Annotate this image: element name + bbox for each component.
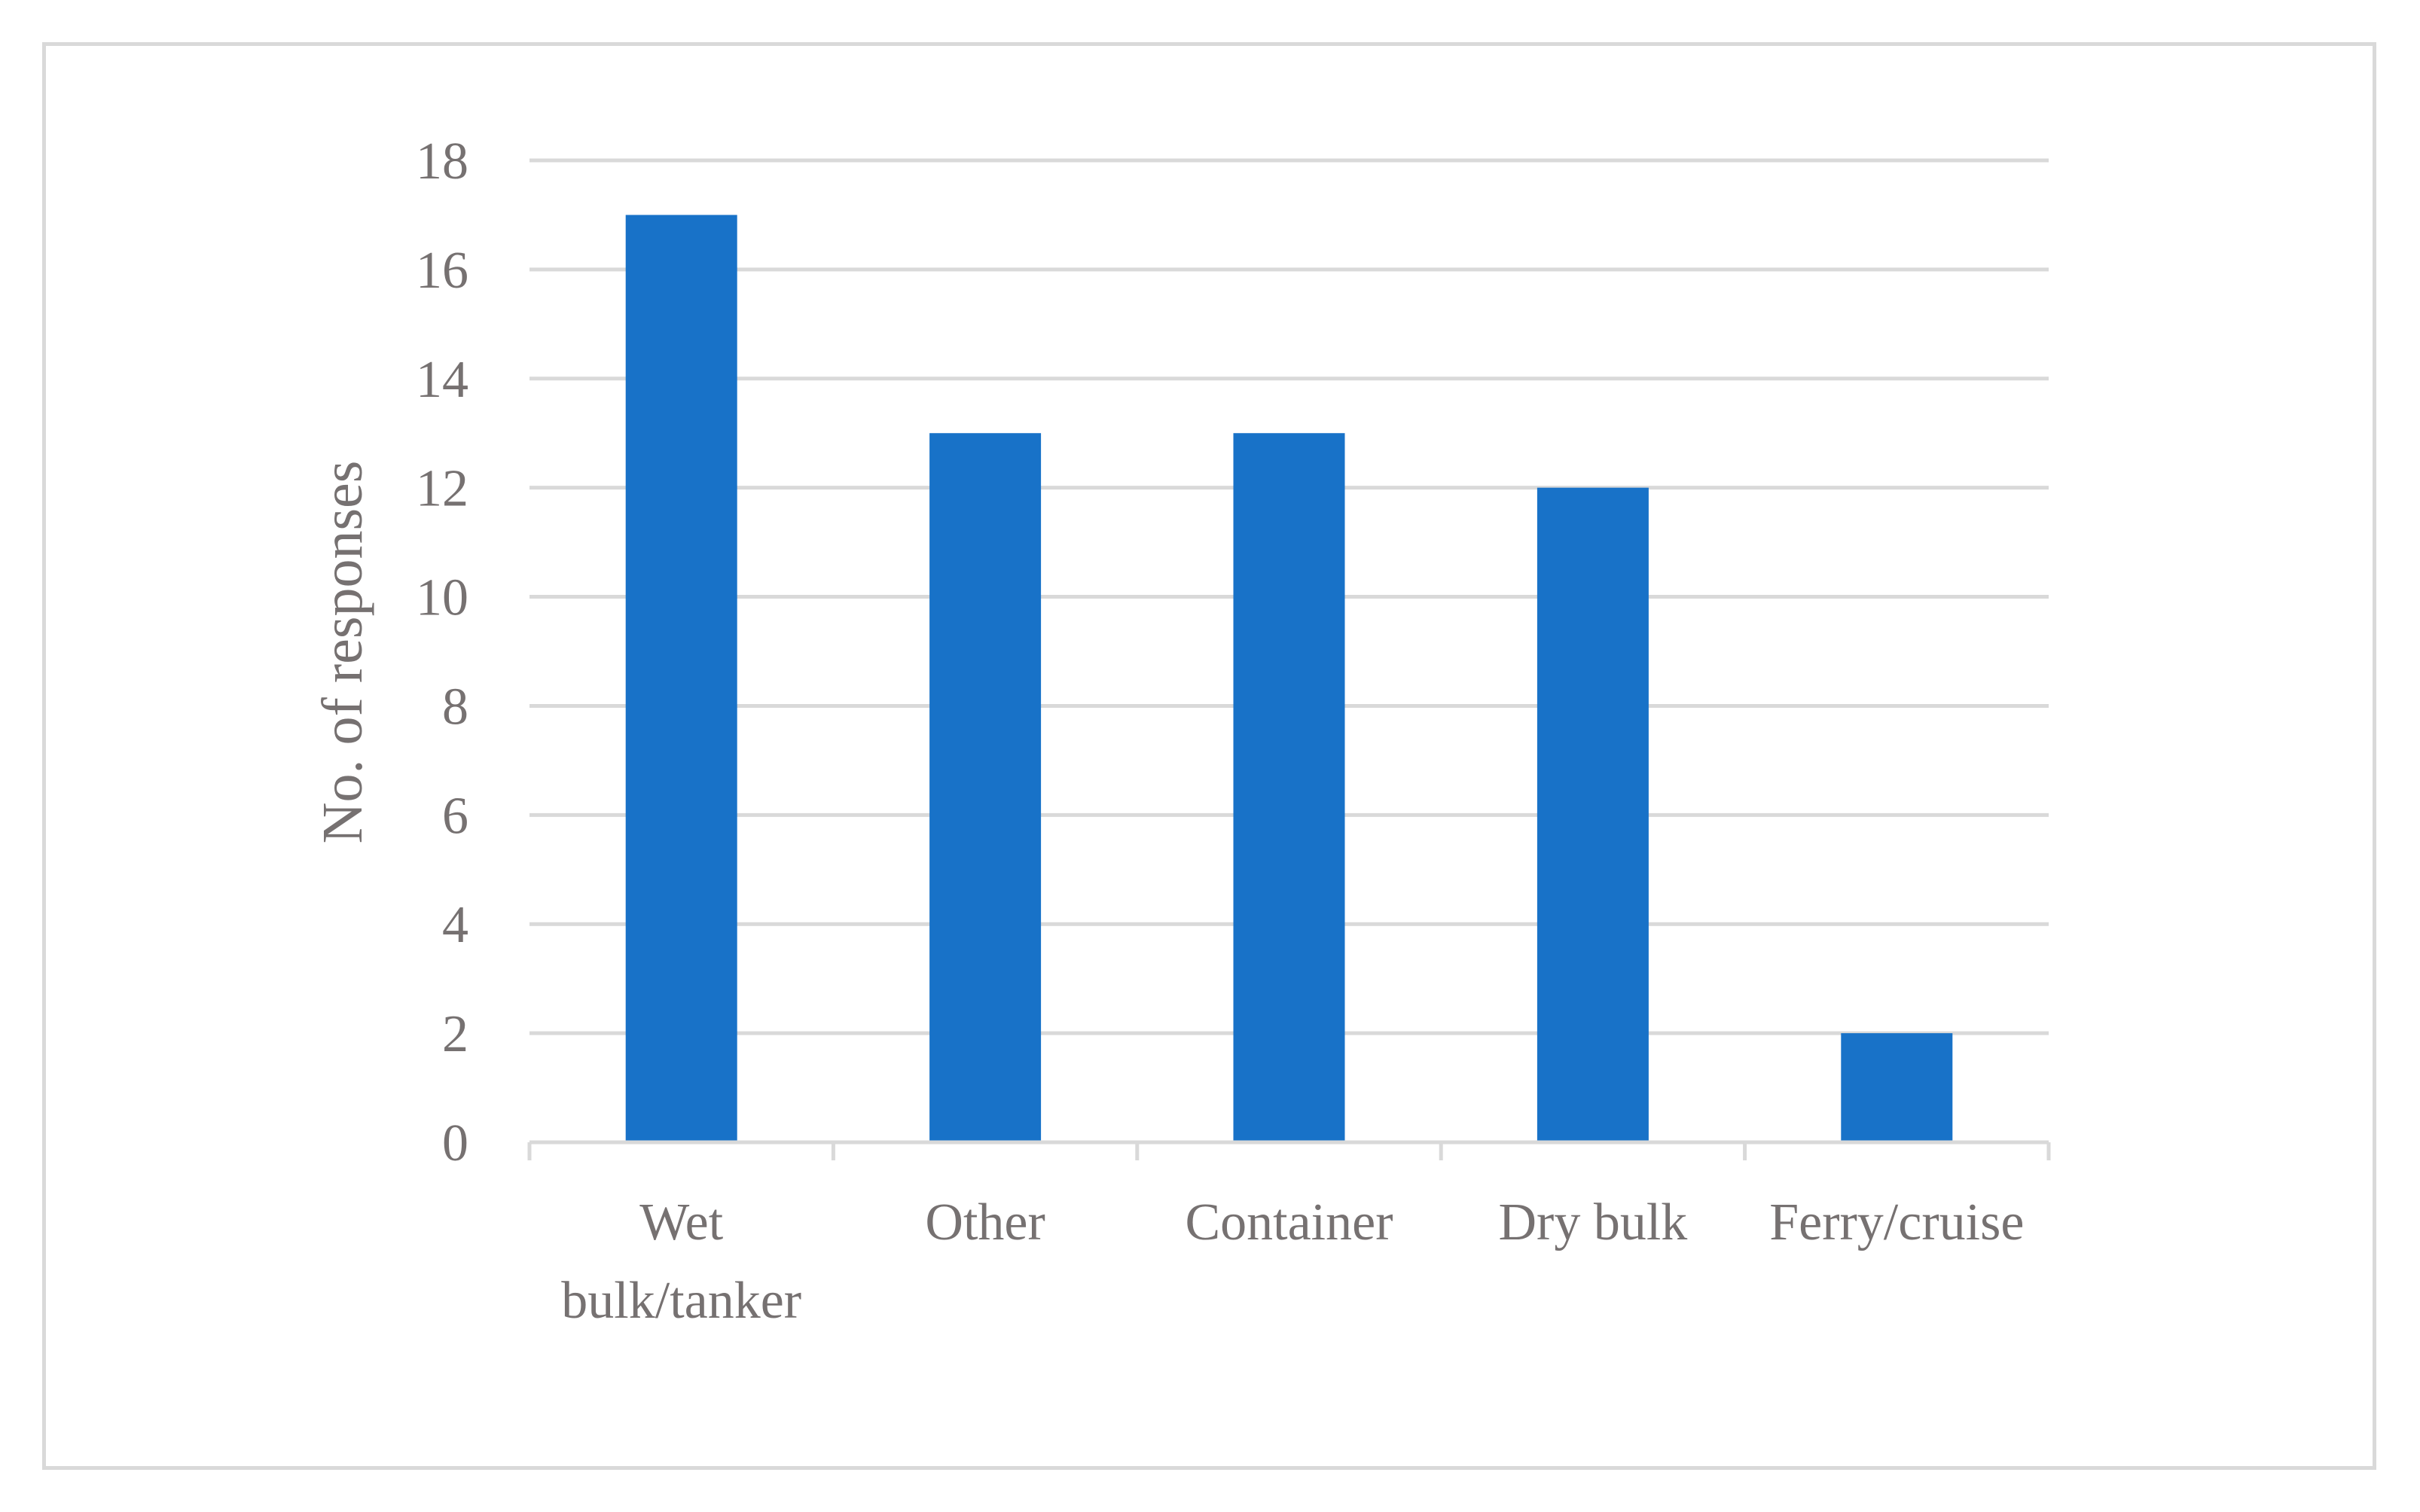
bar — [625, 215, 737, 1142]
y-tick-label: 8 — [442, 678, 468, 736]
x-tick-label: Container — [1185, 1193, 1393, 1251]
category-labels: Wet bulk/tanker Other Container Dry bulk Ferr… — [561, 1193, 2024, 1330]
x-tick-label: Ferry/cruise — [1769, 1193, 2024, 1251]
x-axis — [527, 1140, 2051, 1160]
y-tick-labels: 0 2 4 6 8 10 12 14 16 18 — [416, 133, 468, 1172]
bar — [1233, 433, 1345, 1142]
bar — [1537, 487, 1649, 1142]
bars — [625, 215, 1953, 1142]
y-tick-label: 12 — [416, 460, 468, 518]
y-tick-label: 6 — [442, 787, 468, 845]
chart-frame — [42, 42, 2376, 1470]
bar — [1841, 1033, 1953, 1142]
y-tick-label: 18 — [416, 133, 468, 191]
y-tick-label: 10 — [416, 569, 468, 627]
bar — [929, 433, 1042, 1142]
y-tick-label: 0 — [442, 1114, 468, 1172]
x-tick-label: Other — [925, 1193, 1045, 1251]
y-tick-label: 4 — [442, 896, 468, 954]
y-tick-label: 2 — [442, 1005, 468, 1063]
x-tick-label: Dry bulk — [1498, 1193, 1687, 1251]
y-axis-title: No. of responses — [311, 461, 374, 844]
y-tick-label: 14 — [416, 351, 468, 409]
x-tick-label: Wet bulk/tanker — [561, 1193, 801, 1330]
y-tick-label: 16 — [416, 242, 468, 300]
